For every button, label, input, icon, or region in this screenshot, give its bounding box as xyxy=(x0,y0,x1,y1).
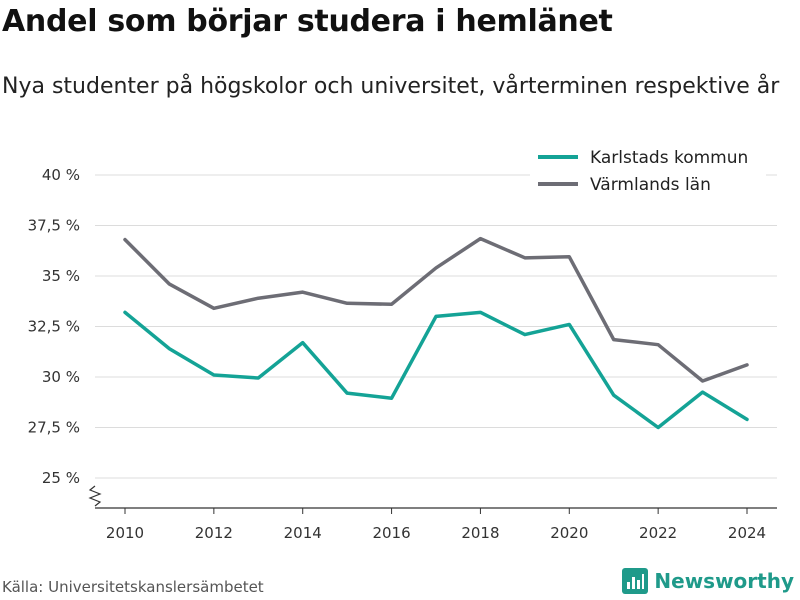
x-tick-label: 2014 xyxy=(284,524,322,542)
y-tick-label: 40 % xyxy=(42,166,80,184)
x-tick-label: 2018 xyxy=(461,524,499,542)
y-axis-ticks: 25 % 27,5 % 30 % 32,5 % 35 % 37,5 % 40 % xyxy=(28,166,80,487)
brand-logo: Newsworthy xyxy=(622,568,794,594)
y-tick-label: 30 % xyxy=(42,368,80,386)
chart-subtitle: Nya studenter på högskolor och universit… xyxy=(2,74,780,99)
series-lines xyxy=(123,236,749,430)
y-tick-label: 27,5 % xyxy=(28,419,80,437)
x-tick-label: 2022 xyxy=(639,524,677,542)
legend: Karlstads kommun Värmlands län xyxy=(530,143,766,199)
legend-label: Värmlands län xyxy=(590,175,711,195)
newsworthy-logo-icon xyxy=(622,568,649,594)
legend-label: Karlstads kommun xyxy=(590,148,748,168)
x-tick-label: 2024 xyxy=(728,524,766,542)
x-tick-label: 2016 xyxy=(372,524,410,542)
y-tick-label: 35 % xyxy=(42,267,80,285)
axis-break-icon xyxy=(88,485,102,507)
x-tick-label: 2020 xyxy=(550,524,588,542)
brand-name: Newsworthy xyxy=(654,569,794,593)
x-tick-label: 2012 xyxy=(195,524,233,542)
x-tick-label: 2010 xyxy=(106,524,144,542)
y-tick-label: 37,5 % xyxy=(28,217,80,235)
series-line-0 xyxy=(123,310,749,430)
source-note: Källa: Universitetskanslersämbetet xyxy=(2,578,264,596)
series-line-1 xyxy=(123,236,749,383)
gridlines xyxy=(95,174,777,479)
x-axis: 2010 2012 2014 2016 2018 2020 2022 2024 xyxy=(88,485,777,542)
y-tick-label: 25 % xyxy=(42,469,80,487)
chart-title: Andel som börjar studera i hemlänet xyxy=(2,4,613,39)
legend-box xyxy=(530,143,766,199)
y-tick-label: 32,5 % xyxy=(28,318,80,336)
